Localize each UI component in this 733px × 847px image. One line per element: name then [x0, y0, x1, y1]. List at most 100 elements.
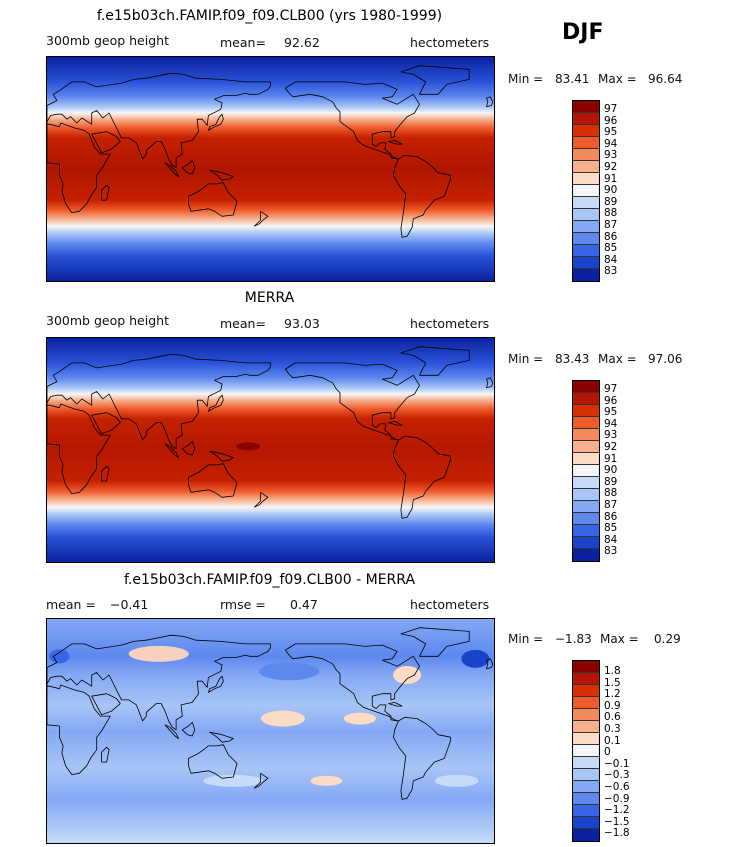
- colorbar-swatch: [573, 661, 599, 673]
- coastline-8: [284, 362, 420, 441]
- colorbar-swatch: [573, 537, 599, 549]
- panel2-max-value: 97.06: [648, 352, 683, 366]
- colorbar-swatch: [573, 137, 599, 149]
- panel2-map: [46, 337, 495, 563]
- colorbar-tick-label: 93: [604, 429, 618, 442]
- coastline-4: [164, 162, 180, 177]
- colorbar-swatch: [573, 745, 599, 757]
- colorbar-tick-label: 0.6: [604, 711, 621, 724]
- colorbar-swatch: [573, 125, 599, 137]
- panel2-variable-label: 300mb geop height: [46, 313, 169, 328]
- panel1-min-value: 83.41: [555, 72, 590, 86]
- colorbar-tick-label: 1.5: [604, 676, 621, 689]
- coastline-11: [486, 377, 494, 389]
- field-anomaly-3: [343, 712, 376, 725]
- colorbar-swatch: [573, 453, 599, 465]
- colorbar-tick-label: 88: [604, 207, 618, 220]
- colorbar-swatch: [573, 549, 599, 561]
- colorbar-tick-label: 1.2: [604, 688, 621, 701]
- colorbar-tick-label: 83: [604, 265, 618, 278]
- coastline-4: [164, 724, 180, 739]
- coastline-11: [486, 96, 494, 108]
- panel3-title: f.e15b03ch.FAMIP.f09_f09.CLB00 - MERRA: [123, 572, 416, 588]
- colorbar-tick-label: 96: [604, 114, 618, 127]
- coastline-13: [253, 491, 269, 508]
- coastline-9: [400, 627, 470, 657]
- colorbar-tick-label: 83: [604, 545, 618, 558]
- colorbar-swatch: [573, 513, 599, 525]
- field-anomaly-0: [236, 442, 261, 451]
- colorbar-tick-label: 89: [604, 195, 618, 208]
- colorbar-swatch: [573, 489, 599, 501]
- field-anomaly-9: [203, 774, 264, 787]
- colorbar-swatch: [573, 161, 599, 173]
- coastline-5: [209, 169, 234, 181]
- panel3-rmse-value: 0.47: [290, 597, 318, 612]
- panel2-map-svg: [47, 338, 494, 562]
- panel1-variable-label: 300mb geop height: [46, 33, 169, 48]
- field-anomaly-1: [259, 662, 320, 681]
- panel2-mean-label: mean=: [220, 316, 266, 331]
- field-anomaly-6: [49, 649, 70, 664]
- colorbar-tick-label: 93: [604, 149, 618, 162]
- coastline-13: [253, 772, 269, 789]
- colorbar-swatch: [573, 781, 599, 793]
- panel3-colorbar-ticks: 1.8 1.5 1.2 0.9 0.6 0.3 0.1 0 −0.1 −0.3 −0.6 −0.9 −1…: [604, 665, 630, 840]
- coastline-1: [91, 131, 121, 154]
- colorbar-tick-label: 88: [604, 487, 618, 500]
- colorbar-tick-label: 86: [604, 230, 618, 243]
- colorbar-swatch: [573, 101, 599, 113]
- panel1-colorbar: [572, 100, 600, 282]
- field-anomaly-5: [461, 649, 490, 668]
- colorbar-swatch: [573, 381, 599, 393]
- colorbar-tick-label: −0.1: [604, 757, 630, 770]
- colorbar-swatch: [573, 477, 599, 489]
- panel3-colorbar: [572, 660, 600, 842]
- panel3-min-label: Min =: [508, 632, 544, 646]
- coastline-11: [486, 658, 494, 670]
- panel2-mean-value: 93.03: [284, 316, 320, 331]
- colorbar-tick-label: 84: [604, 253, 618, 266]
- colorbar-swatch: [573, 405, 599, 417]
- colorbar-swatch: [573, 429, 599, 441]
- panel2-colorbar-ticks: 97 96 95 94 93 92 91 90 89 88 87 86 85 84 83: [604, 383, 618, 558]
- coastline-3: [181, 159, 196, 175]
- colorbar-tick-label: 92: [604, 440, 618, 453]
- coastline-9: [400, 346, 470, 376]
- colorbar-tick-label: 89: [604, 475, 618, 488]
- panel3-min-value: −1.83: [555, 632, 592, 646]
- panel1-min-label: Min =: [508, 72, 544, 86]
- coastline-6: [207, 675, 224, 693]
- coastline-9: [400, 65, 470, 95]
- colorbar-swatch: [573, 501, 599, 513]
- colorbar-swatch: [573, 185, 599, 197]
- coastline-0: [47, 634, 271, 776]
- colorbar-tick-label: 86: [604, 510, 618, 523]
- coastline-7: [101, 184, 110, 201]
- coastline-10: [392, 716, 451, 800]
- colorbar-tick-label: −1.8: [604, 827, 630, 840]
- colorbar-tick-label: 87: [604, 498, 618, 511]
- coastline-12: [388, 140, 403, 145]
- colorbar-tick-label: −1.5: [604, 815, 630, 828]
- colorbar-tick-label: 0.3: [604, 722, 621, 735]
- coastline-7: [101, 746, 110, 763]
- colorbar-tick-label: 91: [604, 172, 618, 185]
- colorbar-swatch: [573, 197, 599, 209]
- coastline-0: [47, 72, 271, 214]
- colorbar-tick-label: 95: [604, 126, 618, 139]
- coastline-2: [188, 744, 238, 779]
- colorbar-tick-label: 94: [604, 137, 618, 150]
- field-anomaly-8: [434, 774, 479, 787]
- panel1-max-value: 96.64: [648, 72, 683, 86]
- colorbar-tick-label: 1.8: [604, 665, 621, 677]
- panel1-mean-label: mean=: [220, 35, 266, 50]
- colorbar-tick-label: 90: [604, 464, 618, 477]
- colorbar-tick-label: −0.3: [604, 769, 630, 782]
- colorbar-tick-label: 0.1: [604, 734, 621, 747]
- panel1-colorbar-ticks: 97 96 95 94 93 92 91 90 89 88 87 86 85 84 83: [604, 103, 618, 278]
- panel3-rmse-label: rmse =: [220, 597, 266, 612]
- colorbar-tick-label: 0: [604, 746, 611, 759]
- panel3-mean-label: mean =: [46, 597, 96, 612]
- colorbar-tick-label: 97: [604, 103, 618, 115]
